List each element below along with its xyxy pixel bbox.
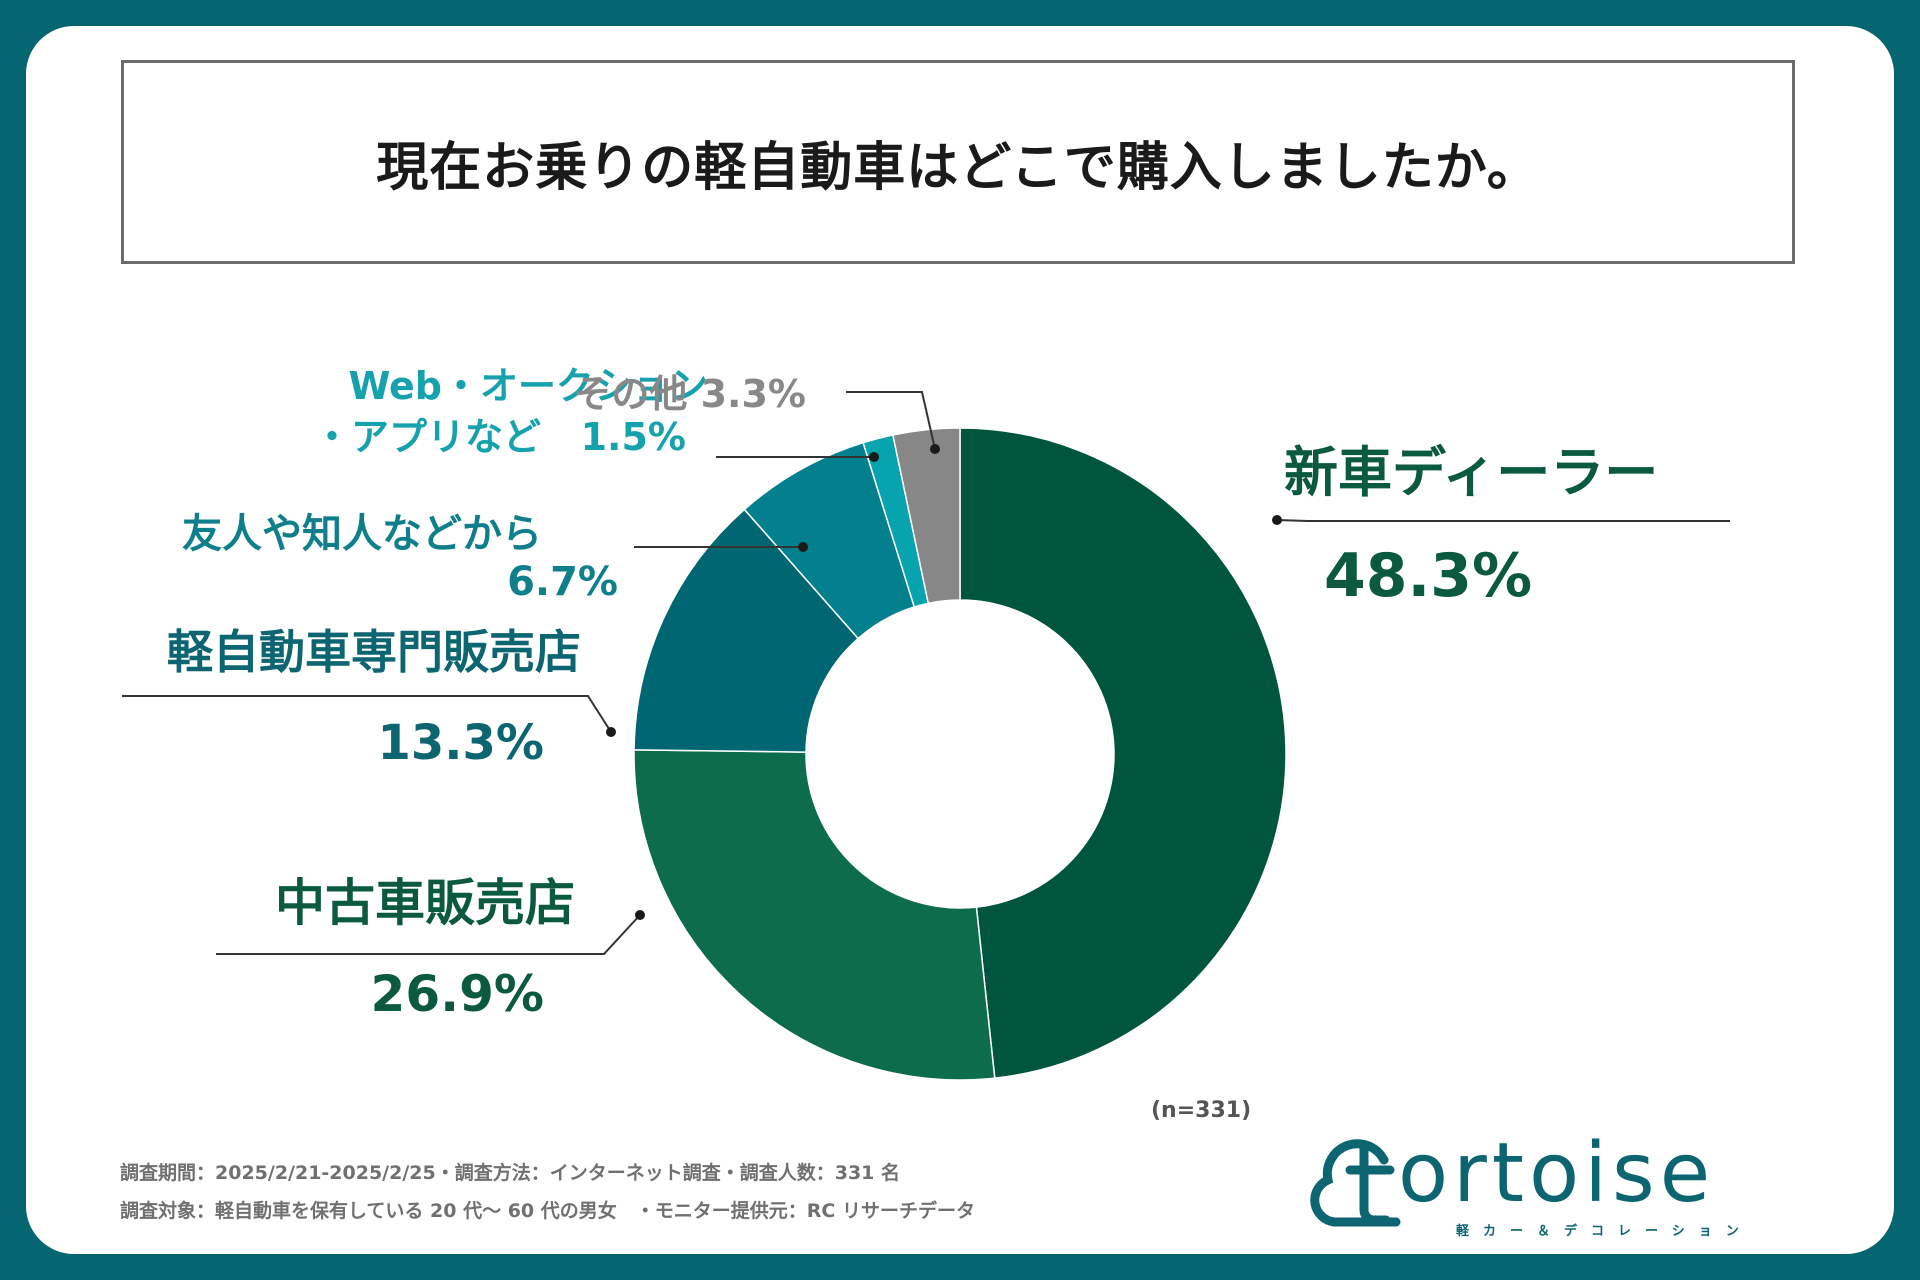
leader-dot	[635, 910, 645, 920]
donut-chart: 新車ディーラー 48.3% 中古車販売店 26.9% 軽自動車専門販売店 13.3% 友人や…	[122, 364, 1730, 1081]
leader-dot	[606, 727, 616, 737]
label-web-auction-line1: Web・オークション	[348, 364, 708, 408]
slice-sonota	[892, 427, 961, 605]
leader-line	[216, 914, 641, 955]
logo-wordmark: ortoise	[1398, 1126, 1716, 1221]
logo-cloud-icon	[1310, 1139, 1401, 1227]
label-web-auction-line2: ・アプリなど	[313, 415, 541, 459]
logo-tagline: 軽カー＆デコレーション	[1456, 1224, 1753, 1239]
survey-note-period: 調査期間：2025/2/21-2025/2/25・調査方法：インターネット調査・…	[120, 1162, 901, 1184]
tortoise-logo: ortoise 軽カー＆デコレーション	[1306, 1126, 1826, 1239]
category-label: 新車ディーラー	[1284, 441, 1658, 504]
category-label: 軽自動車専門販売店	[167, 625, 581, 679]
value-label: 26.9%	[371, 965, 544, 1023]
slice-shinsha-dealer	[959, 427, 1287, 1079]
slice-kei-senmon	[633, 508, 860, 753]
survey-note-target: 調査対象：軽自動車を保有している 20 代〜 60 代の男女 ・モニター提供元：…	[120, 1200, 975, 1222]
title-box: 現在お乗りの軽自動車はどこで購入しましたか。	[121, 60, 1795, 264]
label-sonota: その他 3.3%	[573, 372, 806, 416]
leader-dot	[930, 444, 940, 454]
leader-dot	[1272, 515, 1282, 525]
sample-size: (n=331)	[1151, 1098, 1252, 1123]
slice-chukosha-hanbaiten	[633, 749, 996, 1081]
value-web-auction: 1.5%	[581, 415, 686, 459]
category-label: 友人や知人などから	[182, 511, 542, 557]
leader-line	[1276, 519, 1730, 522]
chart-title: 現在お乗りの軽自動車はどこで購入しましたか。	[376, 137, 1540, 198]
value-label: 13.3%	[377, 715, 544, 771]
value-label: 48.3%	[1324, 541, 1532, 611]
leader-dot	[798, 542, 808, 552]
leader-dot	[869, 452, 879, 462]
leader-line	[122, 695, 612, 733]
category-label: 中古車販売店	[275, 874, 575, 932]
leader-line	[846, 391, 936, 450]
card: 現在お乗りの軽自動車はどこで購入しましたか。 新車ディーラー 48.3% 中古車販売…	[26, 26, 1894, 1254]
value-label: 6.7%	[507, 559, 618, 605]
